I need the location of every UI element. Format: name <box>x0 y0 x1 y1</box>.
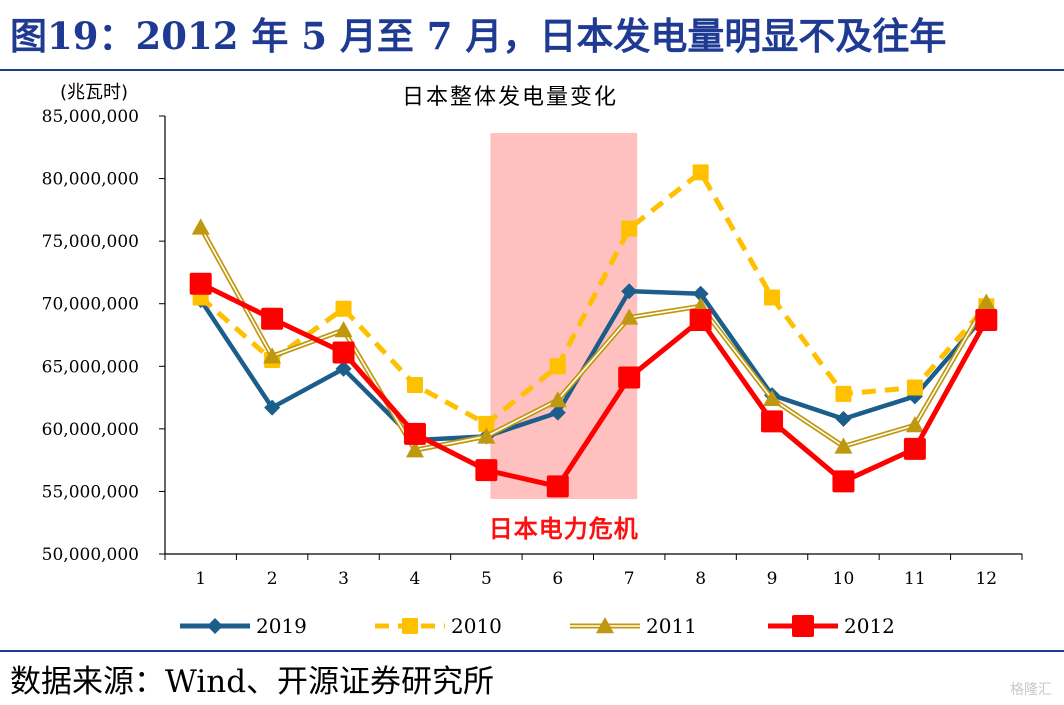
x-tick-label: 12 <box>975 569 997 589</box>
legend-marker-2010 <box>402 618 418 634</box>
legend-marker-2019 <box>207 618 223 634</box>
axes: 50,000,000 55,000,000 60,000,000 65,000,000… <box>42 107 1023 589</box>
y-tick-label: 55,000,000 <box>42 482 139 502</box>
legend-item-2012: 2012 <box>768 614 895 638</box>
data-point-2019 <box>692 285 709 302</box>
y-tick-label: 50,000,000 <box>42 545 139 565</box>
data-point-2010 <box>835 385 852 402</box>
data-point-2019 <box>264 399 281 416</box>
legend-item-2019: 2019 <box>180 614 307 638</box>
x-tick-label: 10 <box>833 569 855 589</box>
y-tick-label: 80,000,000 <box>42 170 139 190</box>
data-point-2011 <box>834 437 853 454</box>
data-point-2012 <box>261 307 284 330</box>
legend-marker-2011 <box>596 617 614 634</box>
data-point-2010 <box>906 379 923 396</box>
data-point-2012 <box>903 437 926 460</box>
data-point-2010 <box>478 415 495 432</box>
crisis-annotation-label: 日本电力危机 <box>489 515 639 543</box>
y-tick-label: 85,000,000 <box>42 107 139 127</box>
series-line-inner-2011 <box>200 226 987 451</box>
data-point-2010 <box>335 300 352 317</box>
data-point-2019 <box>549 404 566 421</box>
data-point-2011 <box>191 218 210 235</box>
legend-marker-2012 <box>792 615 814 637</box>
x-tick-label: 1 <box>195 569 206 589</box>
data-point-2011 <box>977 293 996 310</box>
x-tick-label: 3 <box>338 569 349 589</box>
watermark: 格隆汇 <box>1010 682 1052 698</box>
legend-label-2012: 2012 <box>844 614 895 638</box>
source-note: 数据来源：Wind、开源证券研究所 <box>10 664 495 700</box>
data-point-2012 <box>475 459 498 482</box>
x-tick-label: 2 <box>267 569 278 589</box>
data-point-2011 <box>477 427 496 444</box>
series-line-2010 <box>199 169 989 427</box>
data-point-2011 <box>405 441 424 458</box>
series-line-2019 <box>198 288 988 443</box>
chart-title: 日本整体发电量变化 <box>402 85 618 110</box>
data-point-2010 <box>406 377 423 394</box>
legend-label-2010: 2010 <box>451 614 502 638</box>
data-point-2011 <box>263 347 282 364</box>
data-point-2012 <box>403 422 426 445</box>
y-tick-label: 75,000,000 <box>42 232 139 252</box>
title-rule <box>0 69 1064 71</box>
data-point-2012 <box>546 475 569 498</box>
line-chart: (兆瓦时) 日本整体发电量变化 50,000,000 55,000,000 60,0… <box>42 82 1023 638</box>
x-tick-label: 5 <box>481 569 492 589</box>
data-point-2010 <box>764 289 781 306</box>
data-point-2012 <box>189 272 212 295</box>
legend: 2019 2010 2011 2012 <box>180 614 895 638</box>
legend-label-2011: 2011 <box>646 614 697 638</box>
data-point-2010 <box>621 220 638 237</box>
data-point-2011 <box>620 308 639 325</box>
x-tick-label: 11 <box>904 569 926 589</box>
data-point-2010 <box>692 164 709 181</box>
data-point-2019 <box>335 360 352 377</box>
x-tick-label: 9 <box>767 569 778 589</box>
data-point-2012 <box>689 308 712 331</box>
x-tick-label: 4 <box>410 569 421 589</box>
legend-item-2010: 2010 <box>375 614 502 638</box>
legend-label-2019: 2019 <box>256 614 307 638</box>
figure-title: 图19：2012 年 5 月至 7 月，日本发电量明显不及往年 <box>10 14 947 58</box>
data-point-2011 <box>334 320 353 338</box>
series-line-2012 <box>199 281 989 489</box>
data-point-2011 <box>905 416 924 433</box>
legend-item-2011: 2011 <box>570 614 697 638</box>
data-point-2019 <box>835 410 852 427</box>
y-tick-label: 60,000,000 <box>42 420 139 440</box>
data-point-2010 <box>549 358 566 375</box>
data-point-2019 <box>621 283 638 300</box>
data-point-2011 <box>763 389 782 407</box>
series-2011 <box>191 218 996 458</box>
y-tick-label: 70,000,000 <box>42 295 139 315</box>
data-point-2011 <box>548 391 567 408</box>
data-point-2012 <box>975 308 998 331</box>
series-2012 <box>189 272 998 498</box>
data-point-2012 <box>618 366 641 389</box>
x-tick-label: 6 <box>552 569 563 589</box>
series-lines <box>189 164 998 498</box>
y-tick-label: 65,000,000 <box>42 357 139 377</box>
y-axis-unit-label: (兆瓦时) <box>60 82 128 103</box>
data-point-2012 <box>832 470 855 493</box>
data-point-2012 <box>761 410 784 433</box>
x-tick-label: 7 <box>624 569 635 589</box>
x-tick-label: 8 <box>695 569 706 589</box>
source-rule <box>0 650 1064 652</box>
data-point-2012 <box>332 341 355 364</box>
